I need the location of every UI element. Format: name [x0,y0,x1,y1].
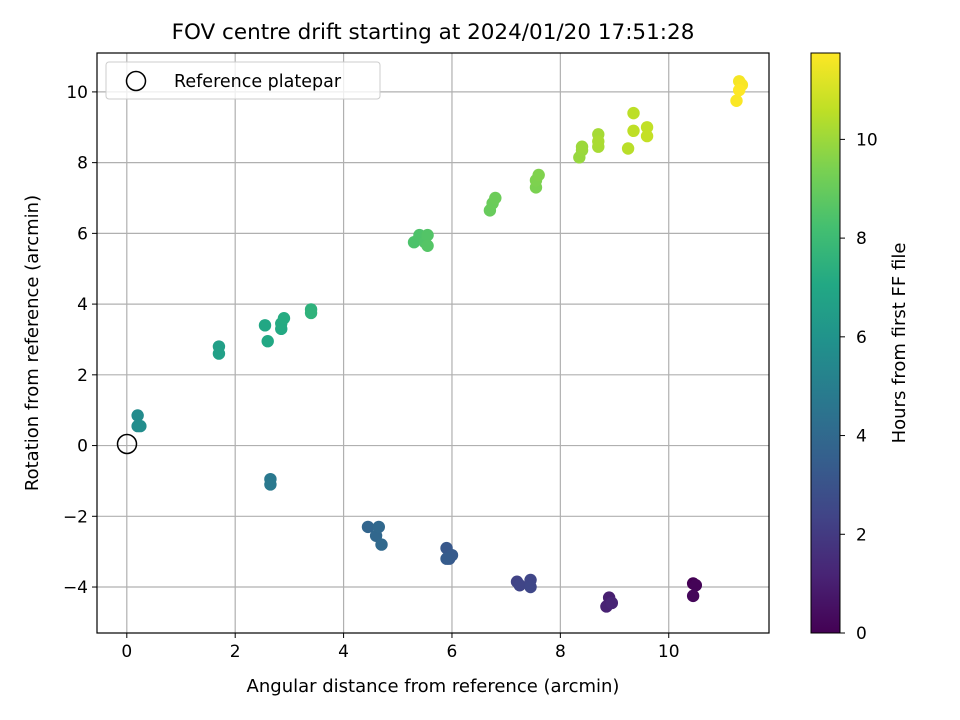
data-point [264,478,277,491]
data-point [131,409,144,422]
data-point [421,239,434,252]
data-point [575,140,589,153]
data-point [592,135,605,148]
data-point [304,306,318,320]
data-point [686,589,700,603]
data-point [375,538,388,551]
data-point [421,228,434,242]
data-point [732,83,746,97]
legend-box [105,61,381,100]
data-point [621,142,635,155]
data-point [489,191,502,205]
data-point [277,312,291,325]
y-tick-label: 8 [77,154,88,174]
y-tick-label: 6 [77,224,88,244]
y-tick-label: −4 [63,578,88,598]
data-point [513,579,526,592]
y-tick-label: 10 [66,83,88,103]
x-tick-label: 4 [338,642,349,662]
colorbar-ticks: 0 2 4 6 8 10 [840,130,878,644]
data-points [131,75,749,613]
legend-label: Reference platepar [174,72,342,92]
data-point [372,520,386,534]
colorbar-tick-label: 0 [856,624,867,644]
data-point [261,335,274,348]
data-point [258,319,272,332]
data-point [627,106,640,120]
data-point [134,419,147,433]
colorbar-tick-label: 4 [856,427,867,447]
y-tick-label: 4 [77,295,88,315]
x-tick-label: 8 [555,642,566,662]
y-axis-label: Rotation from reference (arcmin) [22,195,43,491]
data-point [689,579,703,592]
x-axis-label: Angular distance from reference (arcmin) [247,676,620,697]
x-tick-label: 10 [658,642,680,662]
data-point [212,347,226,360]
plot-frame [96,52,770,634]
data-point [524,580,537,594]
axis-ticks: 0 2 4 6 8 10 −4 −2 0 2 4 6 8 10 [63,83,680,662]
colorbar-label: Hours from first FF file [889,243,910,444]
grid-lines [97,53,769,633]
x-tick-label: 0 [121,642,132,662]
colorbar-tick-label: 8 [856,229,867,249]
x-tick-label: 6 [447,642,458,662]
y-tick-label: −2 [63,507,88,527]
data-point [730,94,743,107]
colorbar-tick-label: 2 [856,525,867,545]
colorbar [810,52,841,634]
x-tick-label: 2 [230,642,241,662]
legend-reference-marker [125,70,147,92]
data-point [640,129,654,143]
data-point [627,124,640,138]
y-tick-label: 0 [77,437,88,457]
data-point [640,121,654,134]
chart-title: FOV centre drift starting at 2024/01/20 … [172,20,695,45]
y-tick-label: 2 [77,366,88,386]
legend: Reference platepar [105,61,381,100]
data-point [361,520,375,534]
colorbar-tick-label: 6 [856,328,867,348]
data-point [440,552,453,565]
data-point [532,168,545,182]
data-point [605,596,619,610]
reference-platepar-marker [116,433,138,455]
colorbar-tick-label: 10 [856,130,878,150]
